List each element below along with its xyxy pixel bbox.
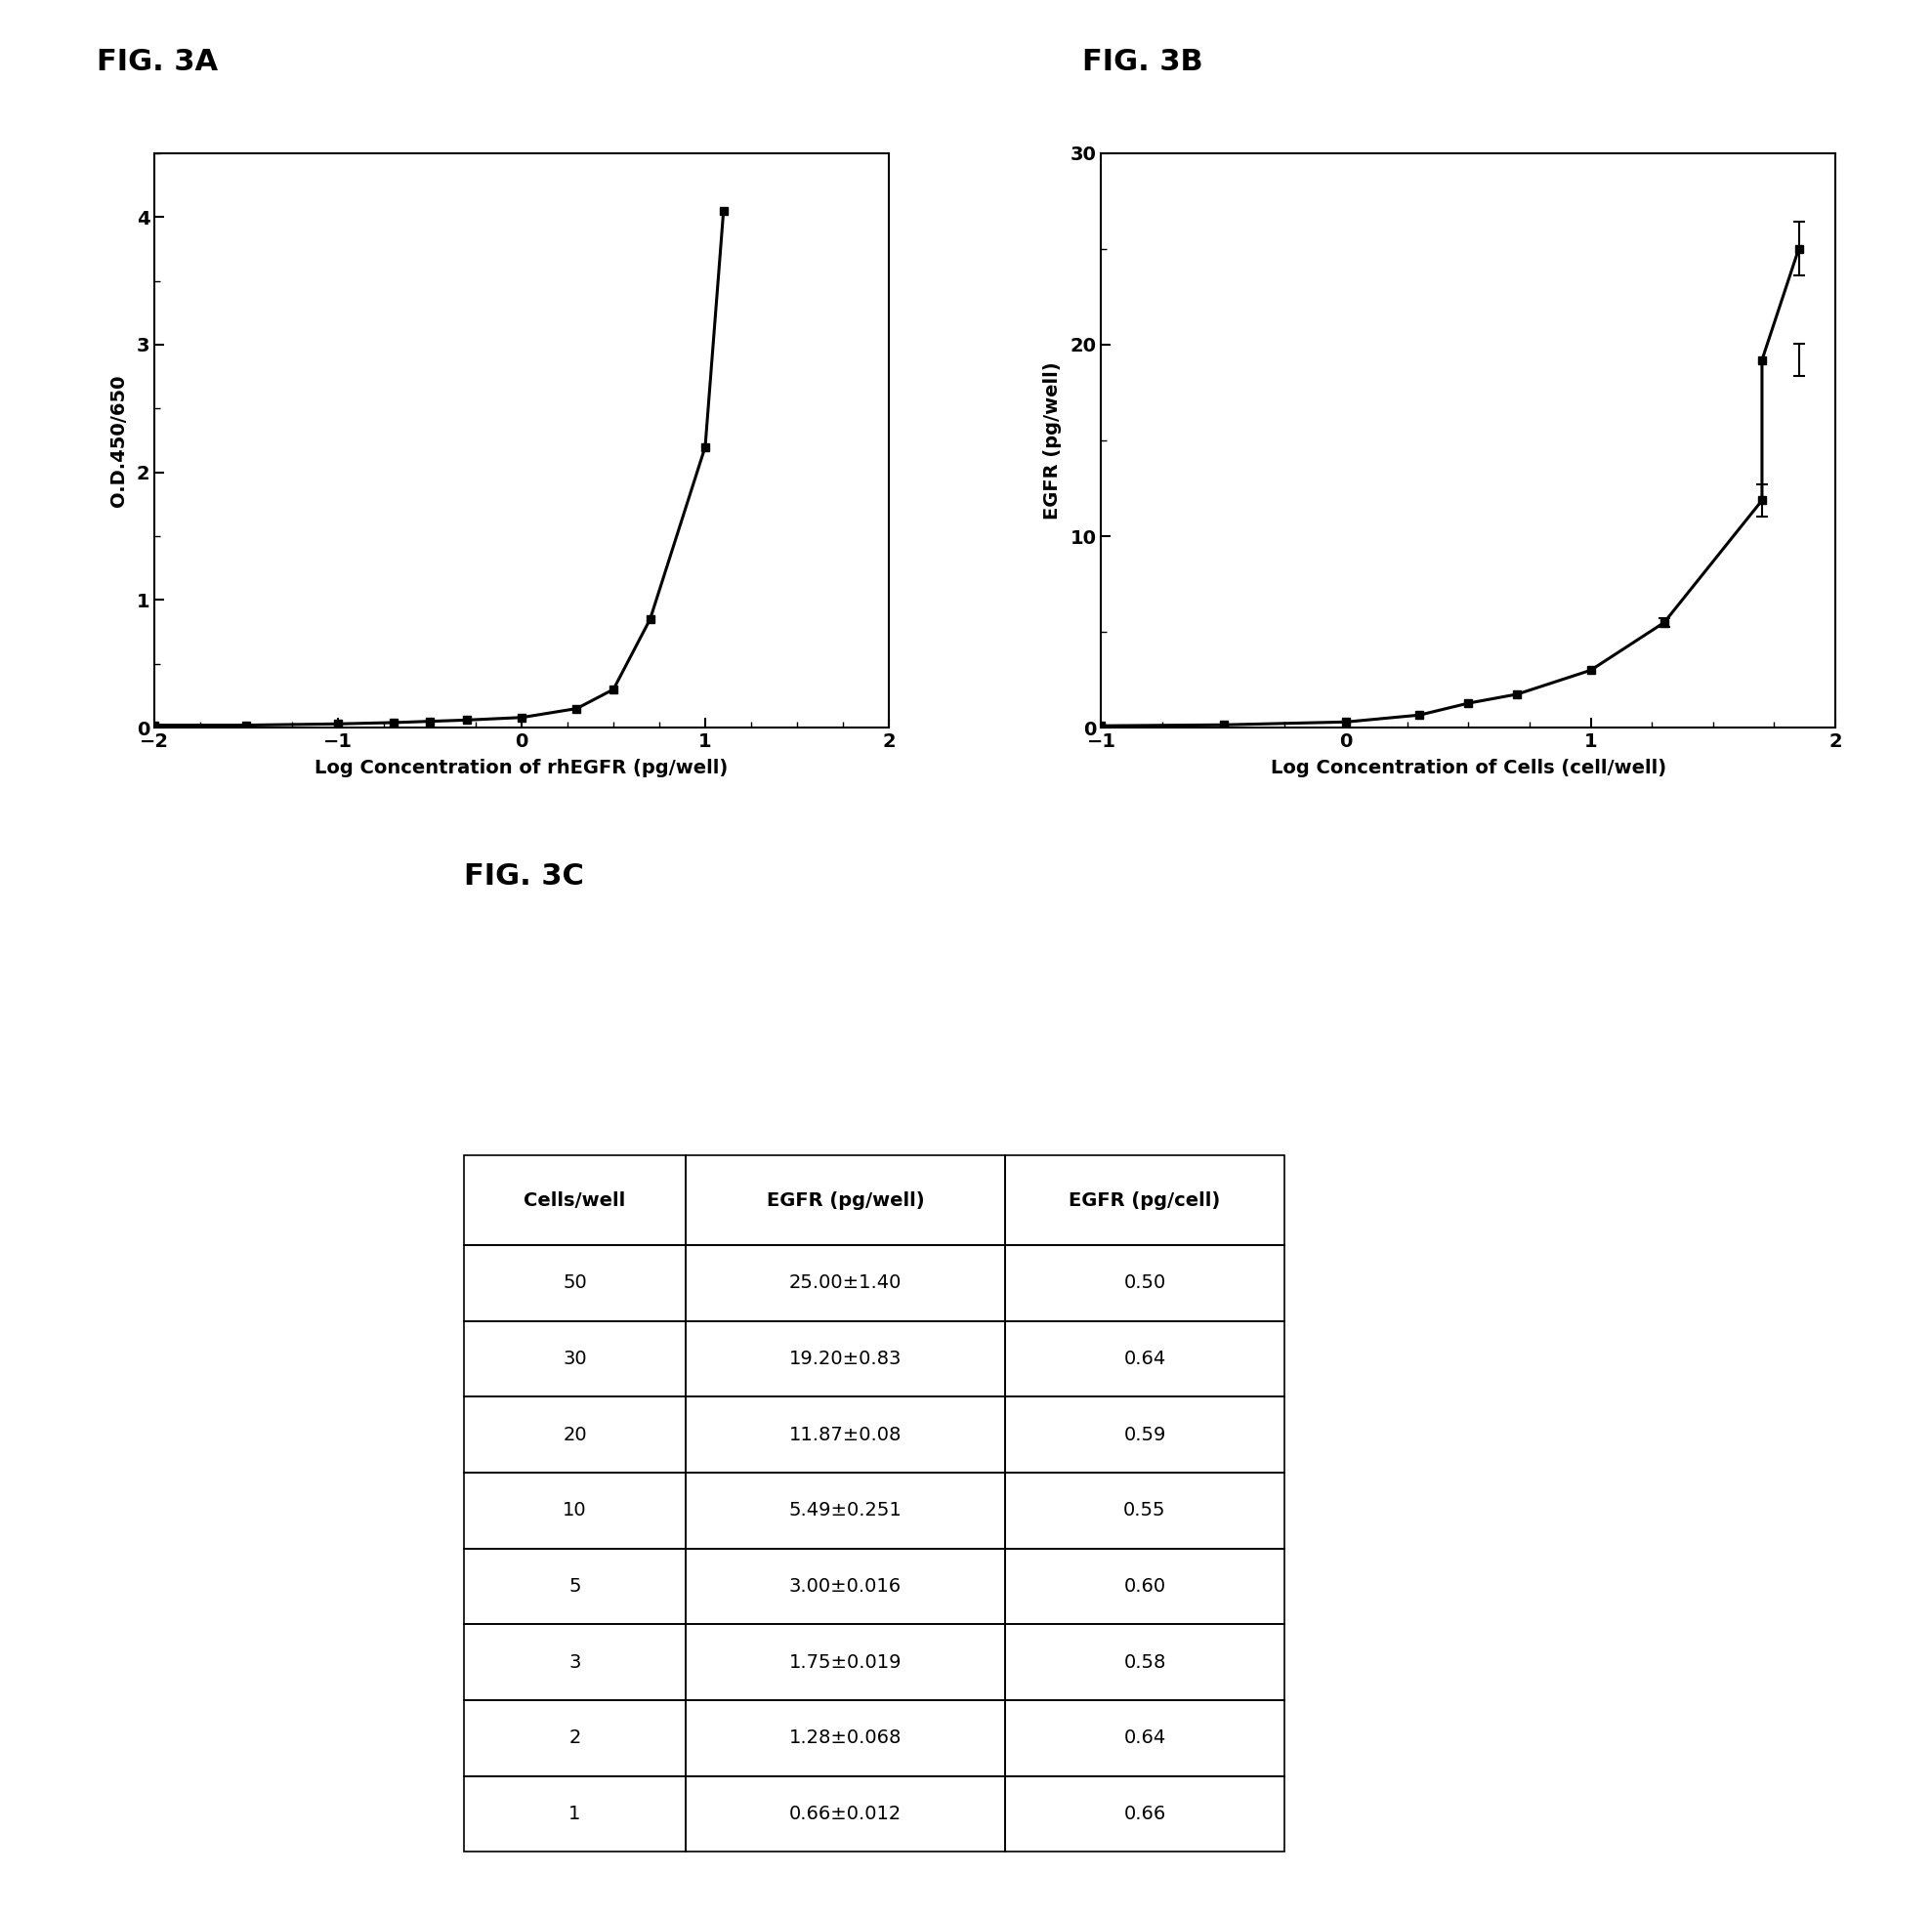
Text: 19.20±0.83: 19.20±0.83 (788, 1350, 902, 1367)
Bar (686, 1701, 1005, 1775)
Text: FIG. 3C: FIG. 3C (464, 862, 583, 890)
Y-axis label: EGFR (pg/well): EGFR (pg/well) (1043, 362, 1063, 519)
Bar (464, 1396, 686, 1473)
Text: FIG. 3A: FIG. 3A (97, 48, 218, 77)
Bar (686, 1155, 1005, 1245)
Bar (464, 1321, 686, 1396)
Bar (686, 1396, 1005, 1473)
Bar (464, 1155, 686, 1245)
Text: 0.59: 0.59 (1124, 1425, 1165, 1444)
Text: 11.87±0.08: 11.87±0.08 (788, 1425, 902, 1444)
Bar (686, 1473, 1005, 1549)
Text: 0.60: 0.60 (1124, 1578, 1165, 1595)
Bar (1005, 1775, 1285, 1852)
Text: 25.00±1.40: 25.00±1.40 (788, 1273, 902, 1293)
X-axis label: Log Concentration of rhEGFR (pg/well): Log Concentration of rhEGFR (pg/well) (315, 758, 728, 777)
Bar (686, 1624, 1005, 1701)
Bar (464, 1549, 686, 1624)
Text: 1: 1 (568, 1804, 582, 1823)
Text: 0.64: 0.64 (1124, 1729, 1165, 1746)
Text: 0.55: 0.55 (1124, 1501, 1165, 1521)
Bar (1005, 1396, 1285, 1473)
Text: 0.64: 0.64 (1124, 1350, 1165, 1367)
Text: 10: 10 (562, 1501, 587, 1521)
Text: EGFR (pg/cell): EGFR (pg/cell) (1068, 1191, 1221, 1210)
Text: 0.66±0.012: 0.66±0.012 (788, 1804, 902, 1823)
Bar (1005, 1701, 1285, 1775)
Bar (464, 1245, 686, 1321)
Text: 3.00±0.016: 3.00±0.016 (788, 1578, 902, 1595)
Text: 0.66: 0.66 (1124, 1804, 1165, 1823)
Text: 5.49±0.251: 5.49±0.251 (788, 1501, 902, 1521)
Y-axis label: O.D.450/650: O.D.450/650 (110, 373, 128, 507)
Text: 30: 30 (562, 1350, 587, 1367)
Text: FIG. 3B: FIG. 3B (1082, 48, 1202, 77)
Text: 3: 3 (568, 1653, 582, 1672)
Bar (686, 1549, 1005, 1624)
Text: 5: 5 (568, 1578, 582, 1595)
Text: EGFR (pg/well): EGFR (pg/well) (767, 1191, 923, 1210)
Bar (1005, 1473, 1285, 1549)
Bar (1005, 1549, 1285, 1624)
Bar (464, 1624, 686, 1701)
Bar (1005, 1155, 1285, 1245)
Text: 20: 20 (562, 1425, 587, 1444)
Bar (686, 1775, 1005, 1852)
Bar (464, 1701, 686, 1775)
Bar (1005, 1321, 1285, 1396)
Text: Cells/well: Cells/well (524, 1191, 626, 1210)
Text: 50: 50 (562, 1273, 587, 1293)
Bar (464, 1473, 686, 1549)
Bar (1005, 1245, 1285, 1321)
Text: 0.50: 0.50 (1124, 1273, 1165, 1293)
Text: 2: 2 (568, 1729, 582, 1746)
Bar (686, 1245, 1005, 1321)
Text: 0.58: 0.58 (1124, 1653, 1165, 1672)
Text: 1.28±0.068: 1.28±0.068 (788, 1729, 902, 1746)
X-axis label: Log Concentration of Cells (cell/well): Log Concentration of Cells (cell/well) (1271, 758, 1665, 777)
Bar (1005, 1624, 1285, 1701)
Text: 1.75±0.019: 1.75±0.019 (788, 1653, 902, 1672)
Bar (464, 1775, 686, 1852)
Bar (686, 1321, 1005, 1396)
